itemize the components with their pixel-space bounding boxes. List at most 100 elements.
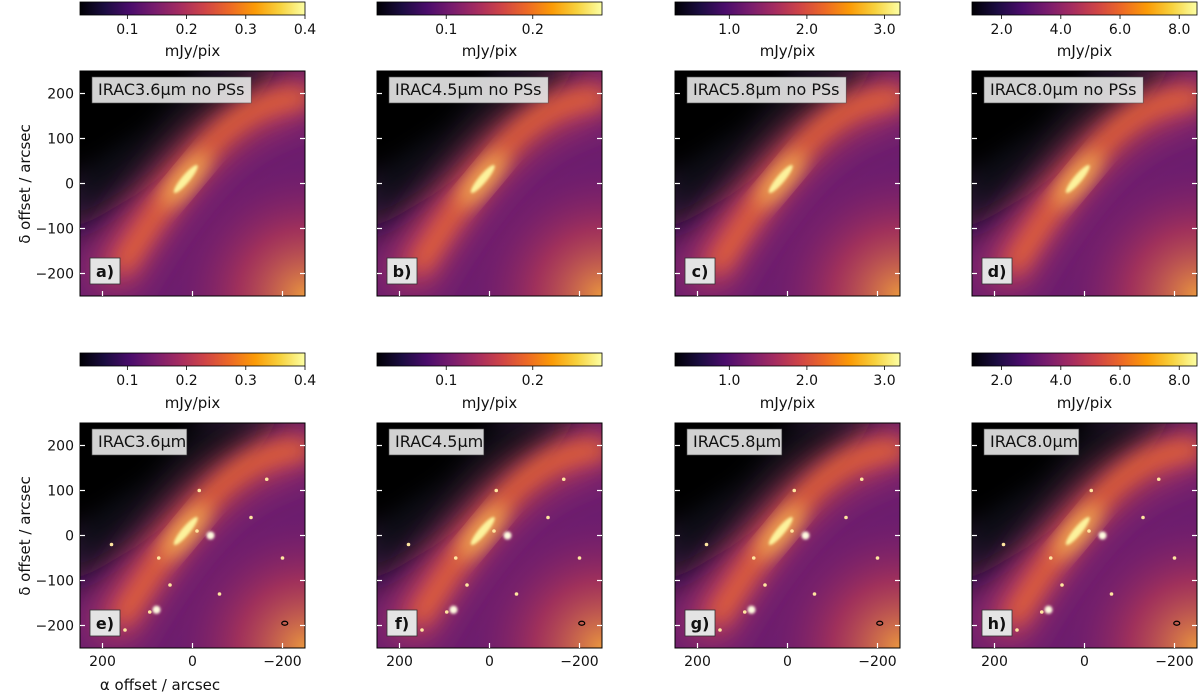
xtick-label-e: 200 — [89, 654, 116, 670]
point-source-g — [718, 628, 722, 632]
point-source-f — [561, 477, 566, 482]
svg-text:h): h) — [988, 614, 1007, 633]
xtick-label-f: 200 — [386, 654, 413, 670]
point-source-g — [704, 542, 709, 547]
colorbar-tick-label-d: 2.0 — [990, 22, 1012, 38]
colorbar-tick-label-c: 1.0 — [718, 22, 740, 38]
colorbar-tick-label-a: 0.4 — [294, 22, 316, 38]
svg-text:IRAC8.0μm no PSs: IRAC8.0μm no PSs — [990, 80, 1136, 99]
bright-star-h — [1044, 605, 1053, 614]
point-source-e — [217, 592, 222, 596]
point-source-e — [280, 556, 285, 560]
point-source-g — [875, 556, 880, 560]
ytick-label-e: −200 — [36, 619, 74, 635]
image-panel-e — [80, 423, 305, 648]
x-axis-label: α offset / arcsec — [99, 676, 221, 694]
panel-title-f: IRAC4.5μm — [388, 428, 485, 456]
y-axis-label-row1: δ offset / arcsec — [16, 124, 34, 244]
colorbar-tick-label-h: 6.0 — [1109, 373, 1131, 389]
point-source-e — [123, 628, 127, 632]
point-source-f — [406, 542, 411, 547]
point-source-e — [109, 542, 114, 547]
image-panel-f — [377, 423, 602, 648]
colorbar-a: 0.1 0.2 0.3 0.4 — [79, 1, 316, 38]
colorbar-h: 2.0 4.0 6.0 8.0 — [971, 352, 1198, 389]
svg-text:IRAC4.5μm: IRAC4.5μm — [395, 432, 483, 451]
point-source-e — [168, 583, 172, 587]
colorbar-tick-label-h: 2.0 — [990, 373, 1012, 389]
svg-text:g): g) — [691, 614, 710, 633]
svg-text:d): d) — [988, 262, 1007, 281]
colorbar-tick-label-d: 6.0 — [1109, 22, 1131, 38]
panel-title-a: IRAC3.6μm no PSs — [91, 76, 252, 104]
point-source-f — [546, 515, 550, 520]
ytick-label-a: 0 — [65, 177, 74, 193]
xtick-label-f: −200 — [560, 654, 598, 670]
point-source-e — [156, 556, 161, 560]
point-source-f — [494, 488, 499, 493]
panel-title-h: IRAC8.0μm — [983, 428, 1080, 456]
svg-text:f): f) — [395, 614, 409, 633]
point-source-e — [264, 477, 269, 482]
colorbar-label-a: mJy/pix — [164, 42, 221, 60]
colorbar-c: 1.0 2.0 3.0 — [674, 1, 901, 38]
point-source-f — [492, 529, 496, 533]
svg-text:IRAC3.6μm no PSs: IRAC3.6μm no PSs — [98, 80, 244, 99]
panel-title-c: IRAC5.8μm no PSs — [686, 76, 847, 104]
point-source-h — [1039, 610, 1044, 614]
point-source-e — [197, 488, 202, 493]
colorbar-tick-label-a: 0.2 — [175, 22, 197, 38]
point-source-h — [1141, 515, 1145, 520]
ytick-label-a: −200 — [36, 267, 74, 283]
colorbar-label-d: mJy/pix — [1056, 42, 1113, 60]
ytick-label-a: −100 — [36, 222, 74, 238]
colorbar-tick-label-f: 0.2 — [522, 373, 544, 389]
ytick-label-a: 200 — [47, 87, 74, 103]
colorbar-label-f: mJy/pix — [461, 394, 518, 412]
colorbar-tick-label-b: 0.1 — [435, 22, 457, 38]
svg-text:c): c) — [692, 262, 709, 281]
panel-letter-g: g) — [684, 609, 716, 637]
point-source-f — [577, 556, 582, 560]
xtick-label-e: 0 — [188, 654, 197, 670]
point-source-g — [763, 583, 767, 587]
point-source-g — [792, 488, 797, 493]
bright-star-f — [449, 605, 458, 614]
panel-letter-d: d) — [981, 257, 1013, 285]
svg-text:IRAC8.0μm: IRAC8.0μm — [990, 432, 1078, 451]
colorbar-e: 0.1 0.2 0.3 0.4 — [79, 352, 316, 389]
bright-star-h — [1098, 531, 1107, 540]
svg-text:a): a) — [96, 262, 114, 281]
colorbar-tick-label-g: 2.0 — [796, 373, 818, 389]
colorbar-tick-label-d: 4.0 — [1050, 22, 1072, 38]
bright-star-e — [206, 531, 215, 540]
point-source-g — [844, 515, 848, 520]
panel-title-g: IRAC5.8μm — [686, 428, 783, 456]
xtick-label-f: 0 — [485, 654, 494, 670]
point-source-f — [420, 628, 424, 632]
colorbar-d: 2.0 4.0 6.0 8.0 — [971, 1, 1198, 38]
point-source-f — [444, 610, 449, 614]
colorbar-label-e: mJy/pix — [164, 394, 221, 412]
point-source-g — [812, 592, 817, 596]
colorbar-tick-label-h: 4.0 — [1050, 373, 1072, 389]
point-source-f — [453, 556, 458, 560]
panel-title-d: IRAC8.0μm no PSs — [983, 76, 1144, 104]
ytick-label-e: 100 — [47, 484, 74, 500]
colorbar-f: 0.1 0.2 — [376, 352, 603, 389]
bright-star-g — [747, 605, 756, 614]
colorbar-tick-label-h: 8.0 — [1168, 373, 1190, 389]
svg-text:IRAC5.8μm: IRAC5.8μm — [693, 432, 781, 451]
colorbar-tick-label-b: 0.2 — [522, 22, 544, 38]
svg-text:IRAC5.8μm no PSs: IRAC5.8μm no PSs — [693, 80, 839, 99]
image-panel-d — [972, 71, 1197, 296]
svg-text:IRAC4.5μm no PSs: IRAC4.5μm no PSs — [395, 80, 541, 99]
colorbar-tick-label-d: 8.0 — [1168, 22, 1190, 38]
xtick-label-g: 200 — [684, 654, 711, 670]
colorbar-tick-label-g: 1.0 — [718, 373, 740, 389]
panel-letter-f: f) — [386, 609, 418, 637]
point-source-e — [195, 529, 199, 533]
ytick-label-e: 0 — [65, 529, 74, 545]
colorbar-label-c: mJy/pix — [759, 42, 816, 60]
xtick-label-g: 0 — [783, 654, 792, 670]
